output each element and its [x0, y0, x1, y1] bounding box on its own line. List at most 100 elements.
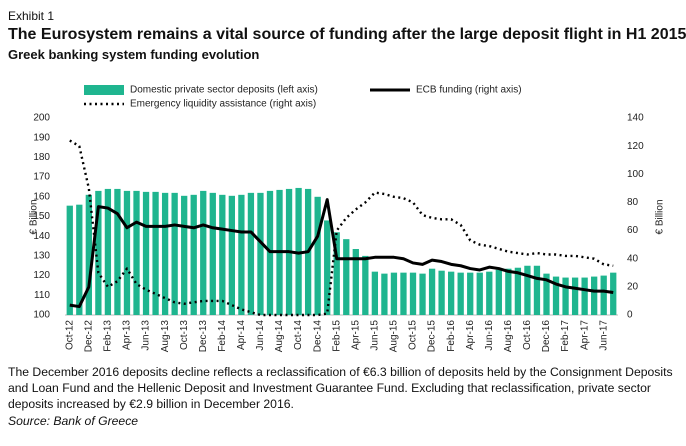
y-tick-label: 170: [33, 172, 50, 183]
bar: [190, 194, 197, 315]
bar: [409, 272, 417, 315]
bar: [390, 272, 398, 315]
x-tick-label: Feb-16: [446, 320, 457, 352]
bar: [76, 204, 83, 315]
y2-tick-label: 100: [627, 169, 644, 180]
bar: [543, 273, 550, 315]
x-tick-label: Feb-15: [331, 320, 342, 352]
bar: [133, 190, 140, 315]
bar: [95, 190, 102, 315]
bar: [257, 192, 264, 315]
x-tick-label: Jun-13: [141, 320, 152, 351]
footnote: The December 2016 deposits decline refle…: [8, 365, 673, 411]
bar: [219, 194, 226, 315]
bar: [104, 188, 112, 315]
x-tick-label: Oct-13: [179, 320, 190, 350]
bar: [324, 220, 331, 315]
x-tick-label: Apr-15: [350, 320, 361, 350]
line: [69, 139, 614, 317]
bar: [600, 275, 607, 315]
line: [69, 198, 614, 309]
bar: [505, 268, 512, 315]
bar: [562, 277, 569, 315]
y2-tick-label: 140: [627, 113, 644, 124]
x-tick-label: Aug-13: [160, 320, 171, 353]
bar: [524, 265, 531, 315]
x-tick-label: Dec-16: [541, 320, 552, 353]
bar: [200, 190, 207, 315]
y2-axis-title: € Billion: [655, 199, 666, 234]
y-tick-label: 130: [33, 251, 50, 262]
subtitle: Greek banking system funding evolution: [8, 47, 260, 62]
bar: [85, 194, 92, 315]
bar: [247, 192, 255, 315]
legend-swatch: [84, 85, 124, 95]
x-tick-label: Oct-12: [64, 320, 75, 350]
x-tick-label: Apr-16: [465, 320, 476, 350]
x-tick-label: Feb-17: [560, 320, 571, 352]
bar: [438, 270, 445, 315]
x-tick-label: Feb-14: [217, 320, 228, 352]
bar: [295, 187, 302, 315]
x-tick-label: Aug-16: [503, 320, 514, 353]
x-tick-label: Jun-17: [598, 320, 609, 351]
y-axis-title: € Billion: [29, 199, 40, 234]
x-tick-label: Oct-16: [522, 320, 533, 350]
bar: [495, 269, 502, 315]
bar: [371, 271, 379, 315]
bar: [238, 194, 245, 315]
y-tick-label: 140: [33, 231, 50, 242]
y-tick-label: 110: [34, 290, 50, 301]
source: Source: Bank of Greece: [8, 414, 139, 428]
bar: [181, 195, 188, 315]
x-tick-label: Aug-14: [274, 320, 285, 353]
y2-tick-label: 20: [627, 281, 639, 292]
x-tick-label: Apr-13: [122, 320, 133, 350]
y2-tick-label: 0: [627, 310, 633, 321]
bar: [400, 272, 407, 315]
bar: [343, 239, 350, 315]
bar: [476, 272, 483, 315]
bar: [123, 190, 131, 315]
legend-label: Emergency liquidity assistance (right ax…: [130, 99, 316, 110]
bar: [228, 195, 235, 315]
bar: [66, 205, 73, 315]
bar: [381, 273, 388, 315]
exhibit: Exhibit 1: [8, 9, 55, 23]
bar: [428, 268, 436, 315]
bar: [552, 276, 560, 315]
bar: [448, 271, 455, 315]
x-tick-label: Dec-12: [83, 320, 94, 353]
y-tick-label: 200: [33, 113, 50, 124]
y2-tick-label: 60: [627, 225, 639, 236]
x-tick-label: Jun-15: [370, 320, 381, 351]
y2-tick-label: 80: [627, 197, 639, 208]
bar: [314, 196, 321, 315]
bar: [457, 272, 464, 315]
y-tick-label: 180: [33, 152, 50, 163]
y-tick-label: 160: [33, 191, 50, 202]
x-tick-label: Oct-15: [408, 320, 419, 350]
x-tick-label: Dec-15: [427, 320, 438, 353]
bar: [533, 265, 541, 315]
bar: [581, 277, 588, 315]
bar: [352, 249, 359, 315]
bar: [486, 271, 493, 315]
x-tick-label: Jun-14: [255, 320, 266, 351]
x-tick-label: Apr-17: [579, 320, 590, 350]
bar: [571, 277, 579, 315]
y-tick-label: 190: [33, 132, 50, 143]
title: The Eurosystem remains a vital source of…: [8, 26, 686, 43]
bar: [610, 272, 617, 315]
bar: [467, 272, 474, 315]
y-tick-label: 150: [33, 211, 50, 222]
legend-label: ECB funding (right axis): [416, 85, 522, 96]
bar: [419, 273, 426, 315]
bar: [171, 192, 178, 315]
bar: [161, 192, 169, 315]
x-tick-label: Dec-14: [312, 320, 323, 353]
x-tick-label: Feb-13: [103, 320, 114, 352]
x-tick-label: Oct-14: [293, 320, 304, 350]
